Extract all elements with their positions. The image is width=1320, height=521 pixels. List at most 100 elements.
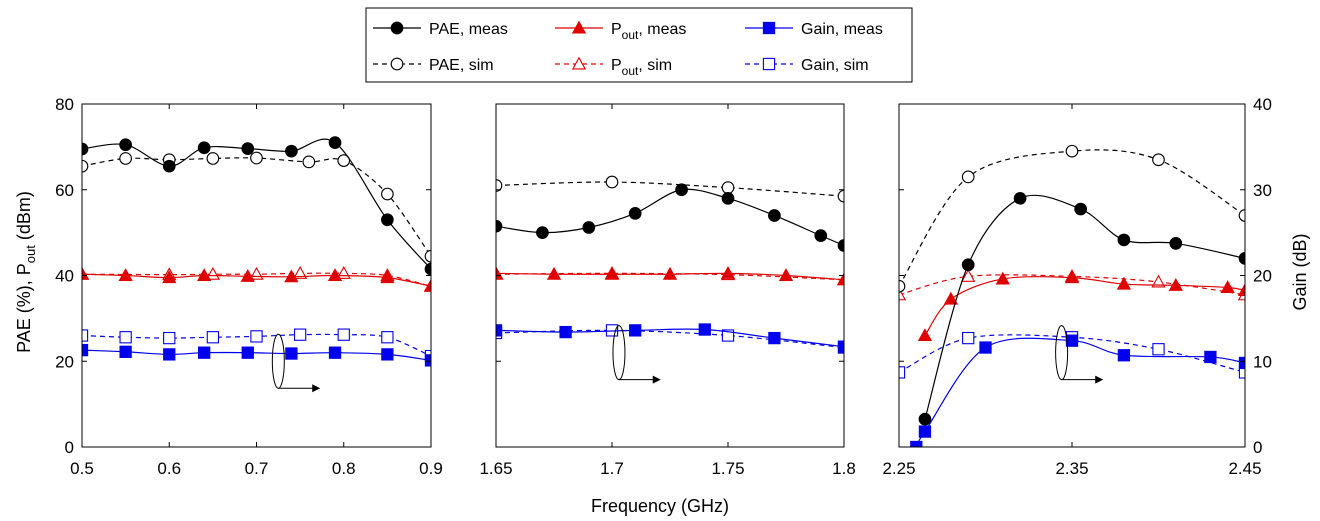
data-point [918,425,932,438]
series-pout-meas [917,270,1245,342]
legend-label: Gain, meas [801,21,883,38]
data-point [1117,233,1131,247]
x-tick-label: 0.7 [245,459,269,478]
data-point [1169,236,1183,250]
data-point [1204,350,1217,364]
data-point [768,209,781,222]
data-point [1064,270,1080,284]
annotation-arrowhead [312,384,321,393]
plot-panels: 0.5 0.6 0.7 0.8 0.9 1.65 1.7 1.75 1.8 2.25 2.35 2.4… [55,95,1272,478]
x-tick-label: 1.75 [711,459,744,478]
legend-entry: Gain, sim [745,57,869,74]
legend-label: Gain, sim [801,57,869,74]
legend-label-sub: out [622,28,639,42]
arrow-annotation [271,333,321,393]
data-point [629,324,642,337]
data-point [424,262,431,276]
x-tick-label: 0.5 [70,459,94,478]
data-point [285,144,298,158]
data-point [380,270,395,284]
y-axis-label-left: PAE (%), Pout (dBm) [14,191,38,353]
data-point [1065,144,1079,158]
data-point [198,346,211,359]
series-line [924,194,1245,420]
data-point [162,159,176,173]
y-label-sub: out [23,245,38,263]
data-point [293,328,307,341]
data-point [1220,280,1235,294]
x-tick-label: 2.35 [1055,459,1088,478]
data-point [1152,153,1165,167]
annotation-ellipse [612,325,626,381]
data-point [1065,334,1079,347]
legend-marker [762,57,776,71]
arrow-annotation [612,325,661,384]
legend-label-main: PAE, meas [429,21,508,38]
y-tick-label-left: 60 [55,181,74,200]
series-line [899,149,1245,287]
legend-label: Pout, meas [611,21,686,42]
series-pae-meas [82,136,431,276]
data-point [424,249,431,263]
y-tick-label-right: 30 [1253,181,1272,200]
data-point [381,187,394,201]
x-tick-label: 0.6 [157,459,181,478]
panel-series [496,175,844,354]
data-point [675,183,688,197]
x-tick-label: 1.8 [832,459,856,478]
panel-series [899,144,1245,447]
series-gain-meas [910,334,1245,447]
data-point [119,331,132,344]
data-point [118,268,133,282]
data-point [605,175,619,189]
data-point [814,229,828,242]
data-point [82,159,89,173]
x-tick-label: 2.45 [1228,459,1261,478]
data-point [604,266,620,280]
arrow-annotation [1055,325,1104,384]
series-pout-meas [496,266,844,286]
data-point [82,266,90,280]
data-point [979,341,992,354]
data-point [292,266,308,279]
series-pae-meas [496,183,844,252]
data-point [1168,278,1183,291]
data-point [337,154,351,167]
data-point [720,266,736,279]
data-point [1013,191,1027,205]
series-line [496,328,844,348]
legend-label-main: PAE, sim [429,57,494,74]
data-point [206,331,220,344]
data-point [1116,276,1132,290]
panel-series [82,136,431,367]
legend-label-main: P [611,57,622,74]
x-tick-label: 1.7 [600,459,624,478]
data-point [285,347,298,360]
legend-entry: PAE, meas [373,21,508,38]
legend-label-sub: out [622,64,639,78]
data-point [163,331,176,345]
data-point [1152,343,1165,356]
legend-marker [571,20,587,34]
series-gain-meas [496,323,844,353]
data-point [119,345,132,358]
series-pae-sim [899,144,1245,293]
legend-entry: PAE, sim [373,57,494,74]
legend-entry: Gain, meas [745,21,883,38]
data-point [768,331,781,345]
data-point [381,348,394,361]
x-tick-label: 0.8 [332,459,356,478]
legend-label-main: Gain, meas [801,21,883,38]
data-point [837,340,844,353]
legend-box [365,7,913,83]
series-pout-meas [82,266,431,292]
y-tick-label-left: 0 [65,438,74,457]
legend-marker [390,21,404,35]
legend-entry: Pout, meas [555,20,686,42]
data-point [250,330,263,343]
series-line [924,276,1245,336]
legend-label-main: Gain, sim [801,57,869,74]
data-point [1238,366,1245,379]
data-point [961,269,976,282]
